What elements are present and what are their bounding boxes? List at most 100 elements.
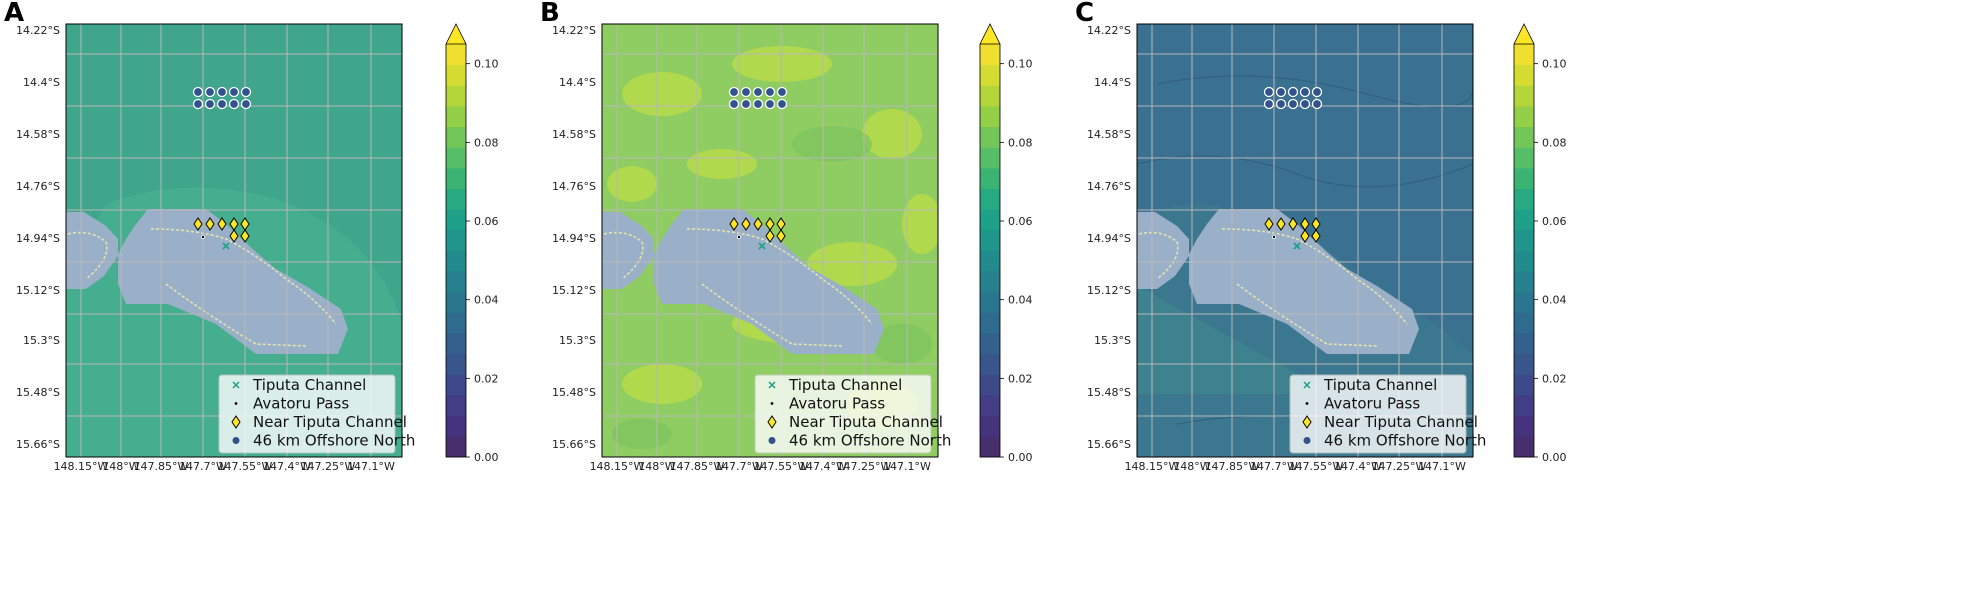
y-tick-label: 14.4°S: [559, 76, 596, 89]
colorbar-segment: [1514, 271, 1534, 293]
colorbar-tick-label: 0.04: [1542, 294, 1567, 307]
colorbar-segment: [980, 271, 1000, 293]
x-axis: 148.15°W148°W147.85°W147.7°W147.55°W147.…: [1125, 460, 1466, 473]
offshore-north-marker: [740, 86, 752, 98]
colorbar-tick-label: 0.04: [1008, 294, 1033, 307]
markers: [192, 86, 252, 250]
y-tick-label: 15.48°S: [16, 386, 60, 399]
legend-x-icon: [768, 381, 776, 389]
colorbar-segment: [980, 436, 1000, 458]
y-tick-label: 15.3°S: [23, 334, 60, 347]
y-tick-label: 14.58°S: [16, 128, 60, 141]
colorbar-segment: [446, 374, 466, 396]
offshore-north-marker: [764, 86, 776, 98]
y-tick-label: 15.12°S: [16, 284, 60, 297]
offshore-north-marker: [1263, 86, 1275, 98]
legend-label: 46 km Offshore North: [789, 432, 951, 450]
x-tick-label: 147.85°W: [670, 460, 725, 473]
colorbar-frame: [445, 44, 467, 458]
atoll-land-west: [66, 212, 118, 289]
legend-label: Near Tiputa Channel: [253, 413, 407, 431]
colorbar-segment: [1514, 85, 1534, 107]
x-tick-label: 147.1°W: [1418, 460, 1466, 473]
colorbar-tick-label: 0.06: [1008, 215, 1033, 228]
y-tick-label: 14.22°S: [552, 24, 596, 37]
colorbar-segment: [1514, 395, 1534, 417]
colorbar-tick-label: 0.10: [1542, 58, 1567, 71]
near-tiputa-marker: [1264, 217, 1274, 231]
x-tick-label: 147.25°W: [837, 460, 892, 473]
markers: [1263, 86, 1323, 250]
colorbar-segment: [446, 312, 466, 334]
y-tick-label: 14.76°S: [16, 180, 60, 193]
colorbar-segment: [1514, 291, 1534, 313]
panel-label: C: [1075, 0, 1094, 28]
legend-label: Tiputa Channel: [252, 376, 366, 394]
offshore-north-marker: [216, 86, 228, 98]
colorbar-segment: [1514, 374, 1534, 396]
contour-line: [1137, 155, 1473, 188]
near-tiputa-marker: [1288, 217, 1298, 231]
atoll-land: [654, 209, 884, 354]
colorbar-segment: [1514, 105, 1534, 128]
colorbar-tick-label: 0.00: [474, 451, 499, 464]
near-tiputa-marker: [729, 217, 739, 231]
x-axis: 148.15°W148°W147.85°W147.7°W147.55°W147.…: [590, 460, 931, 473]
y-tick-label: 15.3°S: [559, 334, 596, 347]
offshore-north-marker: [1275, 98, 1287, 110]
panel-C: C14.22°S 14.4°S 14.58°S 14.76°S 14.94°S 15.12…: [1075, 0, 1567, 473]
x-tick-label: 147.85°W: [1205, 460, 1260, 473]
legend-label: Avatoru Pass: [1324, 395, 1420, 413]
x-tick-label: 147.7°W: [1250, 460, 1298, 473]
colorbar-tick-label: 0.08: [1542, 136, 1567, 149]
colorbar-segment: [980, 250, 1000, 272]
legend-label: Near Tiputa Channel: [789, 413, 943, 431]
colorbar-tick-label: 0.08: [474, 136, 499, 149]
y-tick-label: 15.3°S: [1094, 334, 1131, 347]
atoll-land: [118, 209, 348, 354]
y-tick-label: 15.12°S: [552, 284, 596, 297]
offshore-north-marker: [192, 86, 204, 98]
colorbar-segment: [1514, 126, 1534, 148]
reef-outline: [686, 228, 873, 347]
colorbar: 0.00 0.02 0.04 0.06 0.08 0.10: [979, 23, 1033, 464]
contour-region: [792, 126, 872, 162]
contour-line: [1156, 75, 1473, 108]
avatoru-pass-marker: [200, 234, 205, 239]
colorbar: 0.00 0.02 0.04 0.06 0.08 0.10: [1513, 23, 1567, 464]
colorbar-segment: [980, 167, 1000, 190]
x-tick-label: 148.15°W: [1125, 460, 1180, 473]
colorbar-segment: [980, 415, 1000, 437]
map-frame: [601, 23, 939, 458]
tiputa-channel-marker: [1293, 242, 1301, 250]
colorbar-segment: [980, 374, 1000, 396]
colorbar-segment: [1514, 333, 1534, 355]
colorbar-segment: [446, 209, 466, 231]
colorbar-segment: [980, 209, 1000, 231]
x-tick-label: 147.1°W: [883, 460, 931, 473]
colorbar-tick-label: 0.10: [474, 58, 499, 71]
y-tick-label: 14.76°S: [552, 180, 596, 193]
legend-x-icon: [232, 381, 240, 389]
colorbar: 0.00 0.02 0.04 0.06 0.08 0.10: [445, 23, 499, 464]
panel-label: A: [4, 0, 24, 28]
colorbar-segment: [980, 333, 1000, 355]
colorbar-segment: [980, 291, 1000, 313]
offshore-north-marker: [1287, 86, 1299, 98]
colorbar-segment: [980, 312, 1000, 334]
colorbar-segment: [980, 395, 1000, 417]
colorbar-segment: [446, 395, 466, 417]
map-frame: [65, 23, 403, 458]
colorbar-segment: [1514, 188, 1534, 210]
colorbar-segment: [446, 105, 466, 128]
legend-label: Tiputa Channel: [1323, 376, 1437, 394]
x-tick-label: 148.15°W: [590, 460, 645, 473]
colorbar-tick-label: 0.00: [1008, 451, 1033, 464]
y-tick-label: 14.58°S: [1087, 128, 1131, 141]
legend-x-icon: [1303, 381, 1311, 389]
y-tick-label: 14.76°S: [1087, 180, 1131, 193]
colorbar-segment: [1514, 312, 1534, 334]
x-axis: 148.15°W148°W147.85°W147.7°W147.55°W147.…: [54, 460, 395, 473]
tiputa-channel-marker: [758, 242, 766, 250]
